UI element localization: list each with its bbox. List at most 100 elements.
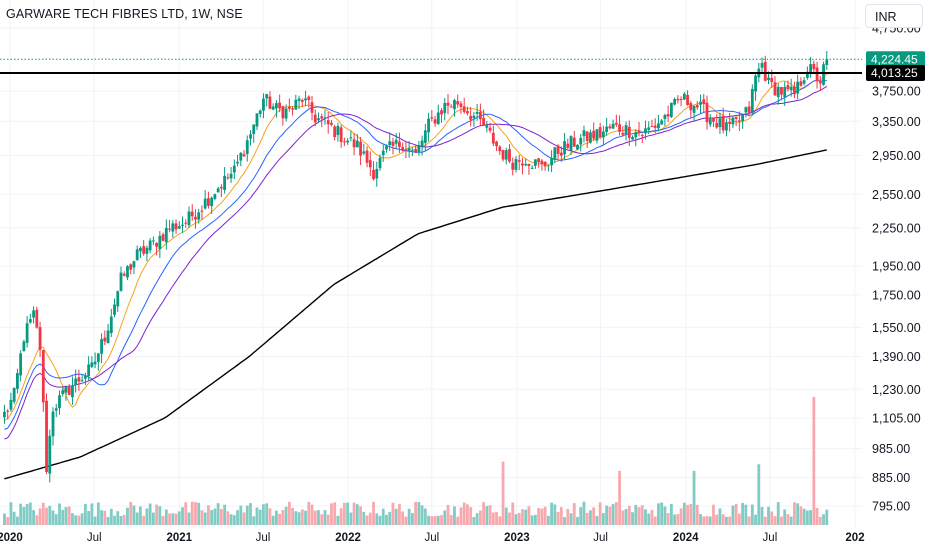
volume-bar [614, 502, 618, 525]
volume-bar [245, 505, 249, 525]
volume-bar [410, 513, 414, 525]
volume-bar [262, 504, 265, 525]
volume-bar [381, 508, 385, 525]
volume-bar [184, 502, 188, 525]
candle-body [174, 223, 178, 230]
volume-bar [385, 514, 388, 525]
volume-bar [93, 516, 97, 525]
candle-body [155, 242, 159, 247]
candle-body [275, 103, 278, 109]
candle-body [362, 151, 366, 154]
volume-bar [601, 513, 605, 525]
volume-bar [16, 516, 19, 525]
volume-bar [401, 511, 405, 525]
volume-bar [339, 508, 343, 525]
candle-body [90, 362, 94, 368]
candle-body [621, 132, 625, 135]
candle-body [737, 120, 741, 122]
candle-body [427, 118, 430, 133]
volume-bar [456, 516, 460, 525]
volume-bar [478, 510, 482, 525]
candle-body [294, 99, 298, 110]
volume-bar [109, 508, 113, 525]
candle-body [349, 137, 353, 139]
volume-bar [64, 507, 68, 525]
volume-bar [592, 507, 596, 525]
volume-bar [365, 515, 369, 525]
candle-body [508, 149, 511, 162]
volume-bar [346, 502, 350, 525]
candle-body [592, 130, 596, 139]
volume-bar [423, 508, 427, 525]
currency-button[interactable]: INR [865, 4, 923, 28]
volume-bar [58, 503, 61, 525]
candle-body [190, 211, 194, 217]
candle-body [624, 125, 628, 135]
volume-bar [326, 514, 330, 525]
candle-body [504, 150, 508, 160]
candle-body [585, 131, 589, 141]
volume-bar [737, 513, 741, 525]
candle-body [16, 373, 19, 389]
chart-grid [0, 0, 862, 529]
volume-bar [521, 509, 524, 525]
candle-body [618, 124, 621, 132]
volume-bar [705, 516, 709, 525]
volume-bar [712, 504, 715, 525]
volume-bar [239, 505, 243, 525]
volume-bar [161, 515, 165, 525]
volume-bar [637, 507, 641, 525]
volume-bar [32, 510, 35, 525]
volume-bar [459, 507, 463, 525]
volume-bar [100, 510, 103, 525]
volume-bar [767, 506, 770, 525]
volume-bar [317, 510, 320, 525]
candle-body [436, 112, 440, 124]
volume-bar [307, 501, 311, 525]
candle-body [673, 99, 677, 105]
candle-body [310, 102, 314, 113]
candle-body [783, 86, 787, 98]
candle-body [64, 386, 68, 393]
candle-body [589, 132, 592, 143]
candle-body [368, 160, 372, 168]
volume-bar [106, 517, 110, 525]
volume-bar [495, 511, 498, 525]
volume-bar [132, 505, 136, 525]
volume-bar [349, 512, 353, 525]
candle-body [333, 126, 337, 138]
candle-body [135, 249, 139, 261]
price-axis-label: 1,550.00 [872, 321, 921, 335]
candle-body [482, 117, 486, 126]
candle-body [87, 364, 91, 377]
volume-bar [398, 504, 401, 525]
candle-body [132, 261, 136, 268]
volume-bar [116, 511, 120, 525]
candle-body [249, 134, 252, 139]
candle-body [530, 167, 534, 169]
candle-body [718, 118, 722, 128]
volume-bar [77, 515, 81, 525]
candle-body [543, 162, 547, 167]
volume-bar [475, 513, 479, 525]
price-tag-label: 4,013.25 [871, 66, 918, 80]
candle-body [304, 98, 307, 101]
candle-body [776, 86, 780, 97]
candle-body [725, 122, 728, 131]
volume-bar [404, 516, 408, 525]
volume-bar [734, 503, 738, 525]
volume-bar [278, 513, 282, 525]
candle-body [750, 88, 754, 113]
candle-body [232, 165, 236, 173]
candle-body [339, 127, 343, 142]
candle-body [812, 63, 816, 70]
volume-bar [71, 513, 74, 525]
candle-body [805, 71, 809, 78]
candle-body [443, 102, 447, 114]
candle-body [355, 140, 359, 148]
candle-body [38, 327, 42, 350]
candle-body [462, 106, 466, 112]
candle-body [394, 139, 398, 144]
candle-body [721, 115, 725, 131]
